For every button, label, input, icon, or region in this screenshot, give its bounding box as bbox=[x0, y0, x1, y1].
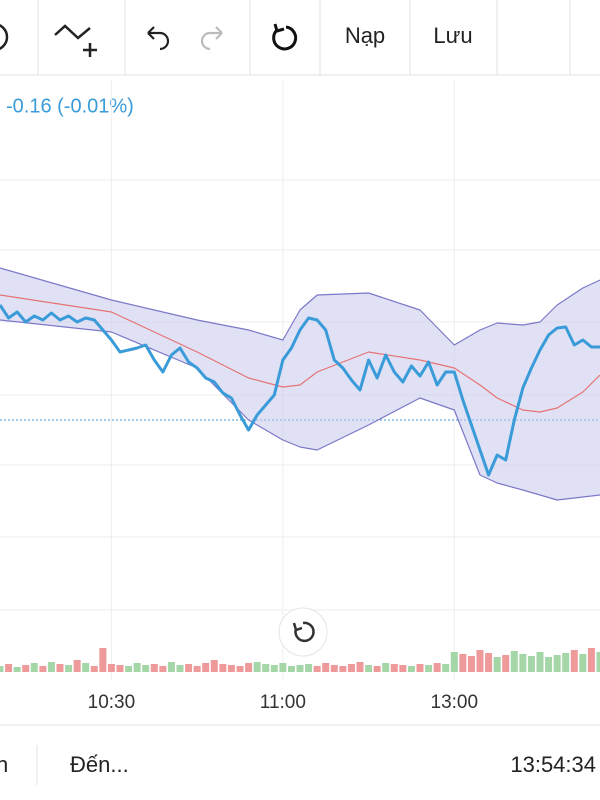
series-line bbox=[0, 304, 600, 477]
volume-bar bbox=[390, 664, 398, 672]
volume-bar bbox=[56, 664, 64, 672]
volume-bar bbox=[425, 665, 433, 672]
volume-bar bbox=[245, 663, 253, 672]
volume-bar bbox=[133, 663, 141, 672]
volume-bar bbox=[150, 664, 158, 672]
volume-bar bbox=[459, 654, 467, 672]
series-line bbox=[0, 267, 600, 346]
volume-bar bbox=[167, 662, 175, 672]
volume-bar bbox=[407, 666, 415, 672]
volume-bar bbox=[596, 652, 600, 672]
volume-bar bbox=[467, 656, 475, 672]
redo-button[interactable] bbox=[200, 26, 223, 51]
volume-bar bbox=[562, 653, 570, 672]
volume-bar bbox=[253, 662, 261, 672]
volume-bar bbox=[107, 664, 115, 672]
volume-bar bbox=[142, 665, 150, 672]
volume-bar bbox=[30, 663, 38, 672]
volume-bar bbox=[416, 664, 424, 672]
volume-bar bbox=[510, 651, 518, 672]
price-change: -0.16 (-0.01%) bbox=[6, 95, 134, 117]
volume-bar bbox=[125, 666, 133, 672]
volume-bar bbox=[373, 666, 381, 672]
x-tick-label: 10:30 bbox=[88, 692, 136, 713]
volume-bar bbox=[339, 666, 347, 672]
volume-bar bbox=[159, 666, 167, 672]
scroll-reset[interactable] bbox=[278, 607, 328, 657]
volume-bar bbox=[322, 663, 330, 672]
volume-bar bbox=[73, 660, 81, 672]
volume-bar bbox=[287, 666, 295, 672]
x-tick-label: 11:00 bbox=[260, 692, 306, 713]
clock: 13:54:34 bbox=[510, 752, 596, 777]
volume-bar bbox=[227, 665, 235, 672]
volume-bar bbox=[47, 662, 55, 672]
volume-bar bbox=[587, 648, 595, 672]
volume-bar bbox=[502, 655, 510, 672]
volume-bar bbox=[116, 665, 124, 672]
volume-bar bbox=[476, 650, 484, 672]
volume-bar bbox=[493, 657, 501, 672]
volume-bar bbox=[485, 653, 493, 672]
volume-bar bbox=[313, 666, 321, 672]
volume-bar bbox=[570, 650, 578, 672]
save-button[interactable]: Lưu bbox=[433, 23, 472, 48]
icon-button[interactable] bbox=[0, 24, 9, 50]
volume-bar bbox=[442, 664, 450, 672]
volume-bar bbox=[99, 648, 107, 672]
volume-bar bbox=[270, 665, 278, 672]
volume-bar bbox=[399, 665, 407, 672]
footer-item[interactable]: n bbox=[0, 752, 8, 777]
undo-button[interactable] bbox=[147, 26, 170, 51]
volume-bar bbox=[330, 665, 338, 672]
indicator-button[interactable] bbox=[54, 24, 97, 57]
series-line bbox=[0, 294, 600, 413]
toolbar: Nạp Lưu bbox=[0, 0, 600, 76]
volume-bar bbox=[5, 664, 13, 672]
volume-bar bbox=[579, 654, 587, 672]
volume-bar bbox=[193, 666, 201, 672]
volume-bar bbox=[356, 662, 364, 672]
volume-bar bbox=[365, 665, 373, 672]
volume-bar bbox=[13, 667, 21, 672]
reset-button[interactable] bbox=[272, 23, 298, 51]
volume-bar bbox=[236, 666, 244, 672]
date-range[interactable]: Đến... bbox=[70, 752, 129, 777]
volume-bar bbox=[279, 663, 287, 672]
toolbar-separators bbox=[37, 0, 571, 75]
volume-bar bbox=[22, 665, 30, 672]
volume-bar bbox=[90, 666, 98, 672]
volume-bar bbox=[433, 663, 441, 672]
volume-bar bbox=[219, 664, 227, 672]
volume-bar bbox=[519, 654, 527, 672]
x-tick-label: 13:00 bbox=[431, 692, 479, 713]
volume-bar bbox=[450, 652, 458, 672]
volume-bar bbox=[82, 663, 90, 672]
volume-bar bbox=[305, 664, 313, 672]
volume-bar bbox=[202, 663, 210, 672]
volume-bar bbox=[527, 656, 535, 672]
load-button[interactable]: Nạp bbox=[345, 23, 385, 48]
volume-bar bbox=[545, 657, 553, 672]
volume-bar bbox=[536, 652, 544, 672]
volume-bar bbox=[185, 664, 193, 672]
volume-bar bbox=[0, 666, 4, 672]
volume-bar bbox=[39, 666, 47, 672]
reset-icon bbox=[294, 621, 315, 643]
volume-bar bbox=[210, 660, 218, 672]
volume-bar bbox=[176, 665, 184, 672]
volume-bar bbox=[65, 665, 73, 672]
plot: 10:30 11:00 13:00 bbox=[0, 80, 600, 713]
volume-bar bbox=[382, 663, 390, 672]
reset-icon bbox=[292, 622, 303, 632]
band-fill bbox=[0, 268, 600, 500]
volume-bar bbox=[262, 664, 270, 672]
series-line bbox=[0, 319, 600, 501]
volume-bar bbox=[553, 655, 561, 672]
volume-bar bbox=[347, 664, 355, 672]
reset-view-button[interactable] bbox=[278, 607, 328, 657]
volume-bar bbox=[296, 665, 304, 672]
